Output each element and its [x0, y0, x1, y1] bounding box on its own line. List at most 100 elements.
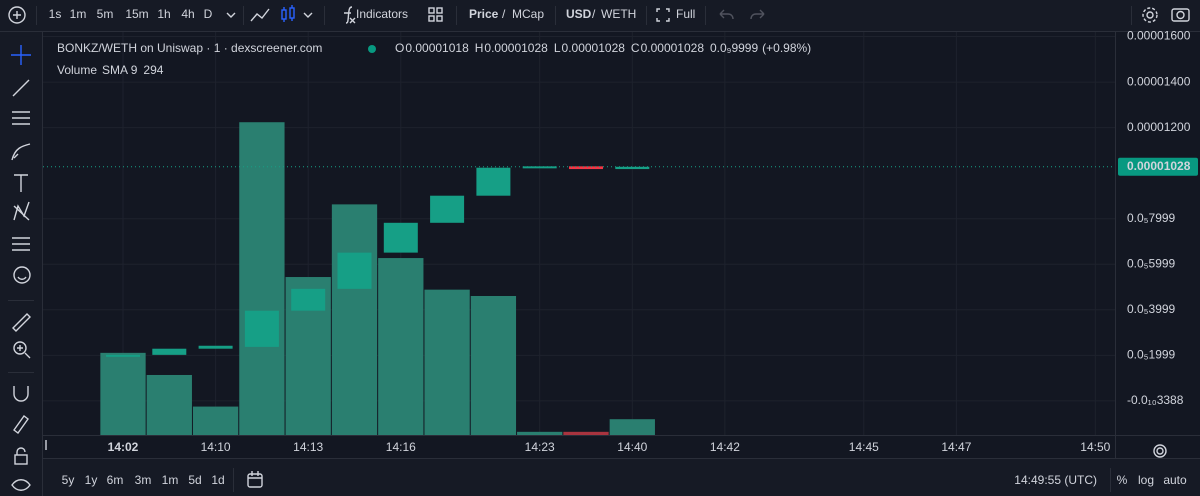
x-tick-label: 14:40 [617, 440, 647, 454]
dropdown-icon[interactable] [303, 12, 313, 18]
x-tick-label: 14:47 [941, 440, 971, 454]
currency-toggle[interactable]: / [592, 7, 596, 21]
timeframe-button[interactable]: D [204, 7, 213, 21]
settings-icon[interactable] [1142, 7, 1158, 23]
symbol-title: BONKZ/WETH on Uniswap · 1 · dexscreener.… [57, 41, 322, 55]
indicators-button[interactable]: Indicators [356, 7, 408, 21]
crosshair-tool[interactable] [11, 45, 31, 65]
x-tick-label: 14:16 [386, 440, 416, 454]
y-tick-label: 0.0₅7999 [1127, 211, 1176, 225]
volume-bar [470, 295, 517, 435]
screenshot-icon[interactable] [1171, 8, 1190, 22]
currency-toggle[interactable]: USD [566, 7, 592, 21]
candle-body [615, 166, 650, 170]
time-axis-settings[interactable] [1153, 444, 1167, 458]
clock: 14:49:55 (UTC) [1014, 473, 1097, 487]
x-tick-label: 14:10 [201, 440, 231, 454]
text-tool[interactable] [14, 174, 28, 192]
range-button[interactable]: 1m [162, 473, 179, 487]
volume-label: Volume [57, 63, 97, 77]
range-button[interactable]: 1d [211, 473, 224, 487]
pattern-tool[interactable] [13, 201, 30, 221]
timeframe-button[interactable]: 1m [70, 7, 87, 21]
candle-body [152, 348, 187, 355]
lock-drawing-tool[interactable] [13, 415, 29, 434]
x-tick-label: 14:42 [710, 440, 740, 454]
x-tick-label: 14:02 [108, 440, 139, 454]
calendar-icon[interactable] [247, 471, 263, 488]
undo-icon[interactable] [719, 9, 734, 20]
zoom-tool[interactable] [13, 341, 31, 359]
templates-icon[interactable] [428, 7, 443, 22]
ohlc-value: 0.00001018 [405, 41, 469, 55]
timeframe-button[interactable]: 4h [181, 7, 194, 21]
trend-line-tool[interactable] [12, 79, 30, 97]
y-tick-label: 0.00001400 [1127, 74, 1191, 88]
currency-toggle[interactable]: WETH [601, 7, 636, 21]
volume-bar [517, 431, 563, 435]
fullscreen-button[interactable]: Full [676, 7, 695, 21]
auto-toggle[interactable]: auto [1163, 473, 1187, 487]
volume-bar [563, 431, 609, 435]
change-value: 0.0₉9999 [710, 41, 758, 55]
volume-value: 294 [143, 63, 163, 77]
status-dot [368, 45, 376, 53]
range-button[interactable]: 5d [188, 473, 201, 487]
x-tick-label: 14:50 [1080, 440, 1110, 454]
fullscreen-icon[interactable] [656, 8, 670, 22]
line-chart-icon[interactable] [250, 8, 270, 22]
candle-chart-icon[interactable] [281, 5, 295, 22]
visibility-tool[interactable] [11, 479, 31, 491]
timeframe-button[interactable]: 1h [157, 7, 170, 21]
volume-sma: SMA 9 [102, 63, 138, 77]
dropdown-icon[interactable] [226, 12, 236, 18]
bottom-bar [43, 459, 1200, 496]
volume-bar [239, 122, 285, 436]
magnet-tool[interactable] [13, 386, 29, 402]
price-toggle[interactable]: / [502, 7, 506, 21]
log-toggle[interactable]: log [1138, 473, 1154, 487]
change-percent: (+0.98%) [762, 41, 811, 55]
volume-bar [609, 419, 655, 435]
x-tick-label: 14:13 [293, 440, 323, 454]
range-button[interactable]: 6m [107, 473, 124, 487]
volume-bar [192, 406, 239, 435]
percent-toggle[interactable]: % [1117, 473, 1128, 487]
candle-body [476, 167, 511, 196]
range-button[interactable]: 1y [85, 473, 98, 487]
y-tick-label: 0.0₅3999 [1127, 302, 1176, 316]
lock-tool[interactable] [14, 447, 28, 465]
brush-tool[interactable] [11, 143, 31, 161]
candle-body [569, 166, 603, 170]
timeframe-button[interactable]: 5m [97, 7, 114, 21]
ohlc-value: 0.00001028 [562, 41, 626, 55]
ohlc-label: H [475, 41, 484, 55]
candle-body [106, 354, 140, 357]
price-toggle[interactable]: Price [469, 7, 499, 21]
price-toggle[interactable]: MCap [512, 7, 544, 21]
ohlc-label: L [554, 41, 561, 55]
ruler-tool[interactable] [12, 313, 31, 332]
indicators-icon[interactable] [344, 6, 356, 24]
y-tick-label: 0.0₅5999 [1127, 256, 1176, 270]
candle-body [244, 310, 279, 347]
timeframe-button[interactable]: 15m [125, 7, 148, 21]
left-toolbar [0, 32, 42, 496]
fib-tool[interactable] [12, 111, 30, 125]
add-symbol-icon[interactable] [8, 6, 26, 24]
x-tick-label: 14:23 [525, 440, 555, 454]
volume-bar [331, 204, 378, 435]
range-button[interactable]: 3m [135, 473, 152, 487]
last-price-tag [1118, 157, 1198, 176]
redo-icon[interactable] [750, 9, 765, 20]
prediction-tool[interactable] [12, 237, 30, 251]
range-button[interactable]: 5y [62, 473, 75, 487]
icons-tool[interactable] [13, 266, 31, 284]
volume-bar [424, 289, 470, 435]
volume-bar [378, 258, 424, 435]
candle-body [198, 345, 233, 349]
x-tick-label: 14:45 [849, 440, 879, 454]
candle-body [430, 195, 465, 223]
y-tick-label: 0.00001200 [1127, 120, 1191, 134]
timeframe-button[interactable]: 1s [49, 7, 62, 21]
